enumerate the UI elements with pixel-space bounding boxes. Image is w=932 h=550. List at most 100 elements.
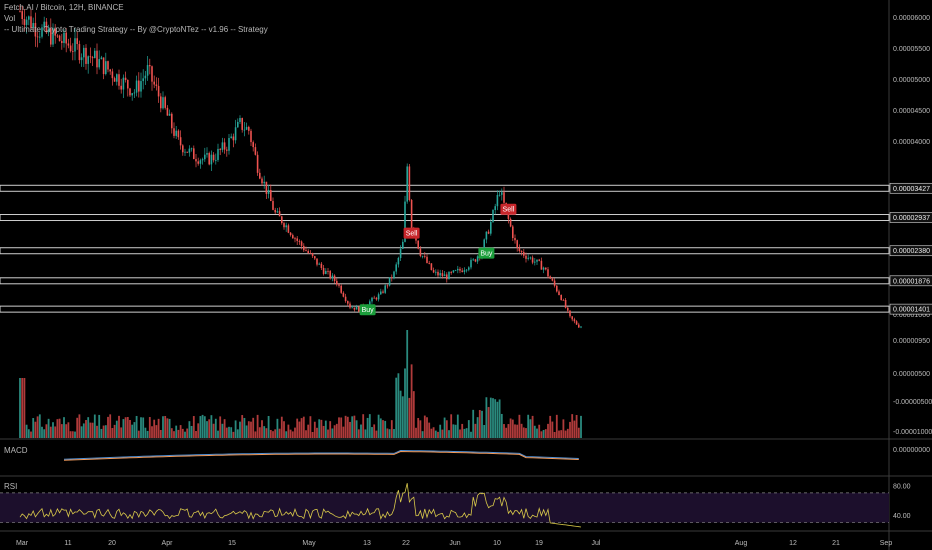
candle-body — [89, 56, 92, 58]
candle-body — [173, 128, 175, 136]
volume-bar — [45, 424, 48, 438]
volume-bar — [371, 427, 373, 438]
candle-body — [91, 57, 94, 59]
volume-bar — [234, 420, 237, 438]
volume-bar — [67, 422, 70, 438]
volume-bar — [313, 421, 316, 438]
candle-body — [419, 248, 422, 256]
volume-bar — [285, 431, 288, 438]
volume-bar — [56, 419, 59, 438]
candle-body — [248, 126, 250, 131]
candle-body — [494, 206, 496, 211]
volume-axis-tick-label: 0.00000950 — [893, 338, 930, 345]
sr-level-tag — [889, 303, 932, 315]
volume-bar — [74, 431, 76, 438]
volume-bar — [536, 428, 538, 438]
candle-body — [208, 153, 210, 165]
candle-body — [287, 225, 290, 233]
volume-bar — [85, 420, 87, 438]
volume-bar — [280, 416, 283, 438]
candle-body — [28, 16, 30, 20]
candle-body — [325, 270, 327, 274]
volume-bar — [474, 423, 477, 438]
candle-body — [102, 57, 105, 75]
candle-body — [30, 16, 32, 29]
volume-bar — [404, 368, 406, 438]
volume-bar — [241, 415, 244, 438]
sr-level-tag — [889, 245, 932, 257]
volume-bar — [500, 413, 503, 438]
volume-bar — [96, 425, 98, 438]
candle-body — [265, 181, 268, 194]
candle-body — [331, 275, 334, 279]
price-axis-tick-label: 0.00005000 — [893, 77, 930, 84]
volume-bar — [294, 427, 296, 438]
candle-body — [333, 275, 336, 281]
volume-bar — [217, 430, 219, 438]
candle-body — [199, 160, 202, 164]
candle-body — [76, 38, 78, 45]
time-axis-tick-label: 10 — [493, 540, 501, 547]
candle-body — [562, 299, 565, 301]
candle-body — [113, 78, 116, 82]
volume-bar — [210, 415, 213, 438]
volume-bar — [408, 397, 411, 438]
volume-bar — [364, 429, 367, 438]
volume-bar — [445, 420, 448, 438]
candle-body — [567, 307, 569, 311]
candle-body — [21, 11, 23, 20]
volume-bar — [188, 421, 191, 438]
candle-body — [461, 270, 463, 272]
candle-body — [186, 151, 188, 153]
candle-body — [468, 267, 470, 270]
volume-bar — [208, 419, 211, 438]
volume-bar — [331, 428, 334, 438]
candle-body — [296, 238, 298, 241]
candle-body — [529, 257, 532, 259]
price-axis-tick-label: 0.00004500 — [893, 108, 930, 115]
volume-bar — [318, 419, 321, 438]
volume-bar — [338, 417, 340, 438]
volume-bar — [98, 414, 101, 438]
candle-body — [100, 57, 103, 60]
candle-body — [338, 284, 340, 286]
volume-legend: Vol — [4, 14, 16, 23]
volume-bar — [494, 399, 497, 438]
volume-bar — [239, 421, 241, 438]
volume-bar — [43, 429, 46, 438]
candle-body — [254, 147, 257, 155]
volume-bar — [89, 422, 92, 438]
candle-body — [39, 36, 41, 38]
volume-bar — [520, 423, 523, 438]
candle-body — [540, 260, 543, 270]
volume-bar — [573, 420, 576, 438]
candle-body — [175, 130, 177, 136]
volume-bar — [111, 428, 114, 438]
candle-body — [109, 69, 111, 72]
candle-body — [124, 77, 127, 80]
volume-bar — [562, 419, 565, 438]
volume-bar — [483, 425, 486, 438]
candle-body — [272, 201, 274, 210]
candle-body — [564, 299, 567, 308]
candle-body — [441, 273, 444, 277]
volume-bar — [399, 390, 402, 438]
volume-bar — [173, 431, 175, 438]
volume-bar — [126, 416, 129, 438]
candle-body — [72, 51, 74, 52]
volume-bar — [263, 426, 266, 438]
candle-body — [534, 261, 536, 263]
volume-bar — [443, 417, 446, 438]
candle-body — [417, 240, 419, 249]
volume-bar — [27, 429, 30, 438]
volume-bar — [533, 425, 536, 438]
candle-body — [54, 28, 56, 36]
volume-bar — [426, 417, 428, 438]
volume-bar — [379, 418, 382, 438]
candle-body — [142, 78, 144, 82]
volume-bar — [142, 417, 145, 438]
candle-body — [336, 280, 338, 285]
candle-body — [551, 278, 554, 281]
volume-bar — [100, 428, 103, 438]
